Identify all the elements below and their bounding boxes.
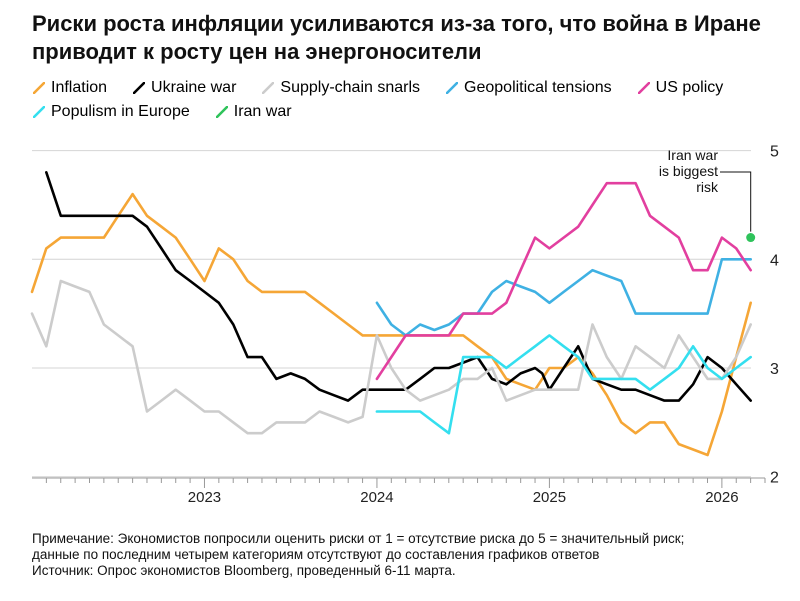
legend: Inflation Ukraine war Supply-chain snarls G… xyxy=(33,77,793,125)
note-line-1: Примечание: Экономистов попросили оценит… xyxy=(32,531,685,546)
annotation-text: risk xyxy=(696,179,719,195)
x-tick-label: 2024 xyxy=(360,489,393,506)
note-line-2: данные по последним четырем категориям о… xyxy=(32,547,600,562)
x-tick-label: 2025 xyxy=(533,489,566,506)
series-line-populism-in-europe xyxy=(375,334,752,435)
legend-label: Populism in Europe xyxy=(51,103,190,120)
legend-label: Geopolitical tensions xyxy=(464,79,612,96)
legend-swatch xyxy=(133,82,146,94)
legend-label: Inflation xyxy=(51,79,108,96)
legend-swatch xyxy=(262,82,275,94)
x-tick-label: 2023 xyxy=(188,489,221,506)
legend-label: US policy xyxy=(655,79,724,96)
source-line: Источник: Опрос экономистов Bloomberg, п… xyxy=(32,563,456,578)
legend-swatch xyxy=(446,82,459,94)
legend-item-ukraine-war: Ukraine war xyxy=(133,77,236,99)
series-line-supply-chain-snarls xyxy=(30,279,752,435)
legend-swatch xyxy=(33,106,45,118)
legend-item-supply-chain-snarls: Supply-chain snarls xyxy=(262,77,420,99)
y-tick-label: 2 xyxy=(770,470,779,487)
annotation-text: Iran war xyxy=(667,147,718,163)
y-tick-label: 5 xyxy=(770,144,779,161)
legend-item-iran-war: Iran war xyxy=(215,101,292,123)
legend-item-us-policy: US policy xyxy=(637,77,724,99)
annotation-leader xyxy=(720,171,752,232)
legend-item-populism-in-europe: Populism in Europe xyxy=(33,101,190,123)
footnotes: Примечание: Экономистов попросили оценит… xyxy=(32,531,782,579)
series-line-us-policy xyxy=(375,181,752,381)
series-line-inflation xyxy=(30,192,752,457)
legend-item-inflation: Inflation xyxy=(33,77,107,99)
legend-label: Ukraine war xyxy=(151,79,237,96)
annotation-text: is biggest xyxy=(659,163,718,179)
series-line-geopolitical-tensions xyxy=(375,258,752,337)
legend-item-geopolitical-tensions: Geopolitical tensions xyxy=(446,77,612,99)
legend-label: Iran war xyxy=(233,103,292,120)
legend-swatch xyxy=(637,82,650,94)
y-tick-label: 3 xyxy=(770,361,779,378)
legend-swatch xyxy=(33,82,45,94)
y-tick-label: 4 xyxy=(770,252,779,269)
chart-title: Риски роста инфляции усиливаются из-за т… xyxy=(32,11,761,64)
x-tick-label: 2026 xyxy=(705,489,738,506)
legend-swatch xyxy=(215,106,228,118)
legend-label: Supply-chain snarls xyxy=(280,79,421,96)
series-point-iran-war xyxy=(746,233,756,243)
